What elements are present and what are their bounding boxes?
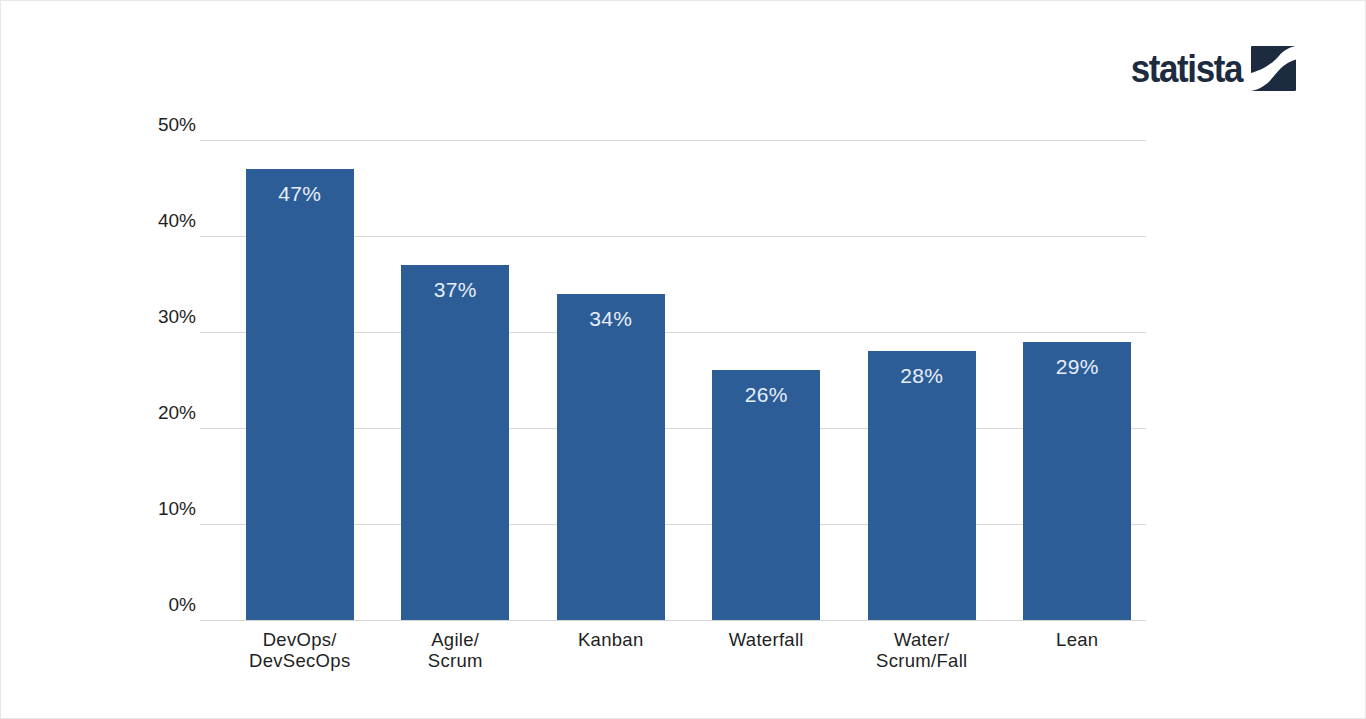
y-tick-label: 50% [110,114,196,136]
bar-lean: 29% [1023,342,1131,620]
bar-value-label: 29% [1023,355,1131,379]
y-tick-label: 10% [110,498,196,520]
bar-column: 29%Lean [1000,140,1156,620]
bar-column: 37%Agile/Scrum [378,140,534,620]
bar-value-label: 26% [712,383,820,407]
bar-value-label: 47% [246,182,354,206]
bar-value-label: 28% [868,364,976,388]
bar-value-label: 34% [557,307,665,331]
y-tick-label: 0% [110,594,196,616]
statista-logo: statista [1121,46,1296,91]
statista-logo-icon [1251,46,1296,91]
y-tick-label: 40% [110,210,196,232]
bar-column: 34%Kanban [533,140,689,620]
bar-devops-devsecops: 47% [246,169,354,620]
x-axis-label: Water/Scrum/Fall [837,629,1007,671]
bar-kanban: 34% [557,294,665,620]
bars: 47%DevOps/DevSecOps37%Agile/Scrum34%Kanb… [222,140,1155,620]
bar-column: 26%Waterfall [689,140,845,620]
x-axis-label: Waterfall [681,629,851,650]
statista-wordmark: statista [1131,50,1242,88]
plot-area: 47%DevOps/DevSecOps37%Agile/Scrum34%Kanb… [200,140,1146,620]
x-axis-label: Agile/Scrum [370,629,540,671]
y-axis: 0%10%20%30%40%50% [110,140,196,620]
x-axis-label: DevOps/DevSecOps [215,629,385,671]
bar-agile-scrum: 37% [401,265,509,620]
bar-column: 47%DevOps/DevSecOps [222,140,378,620]
bar-water-scrum-fall: 28% [868,351,976,620]
y-tick-label: 30% [110,306,196,328]
bar-value-label: 37% [401,278,509,302]
bar-column: 28%Water/Scrum/Fall [844,140,1000,620]
bar-waterfall: 26% [712,370,820,620]
y-tick-label: 20% [110,402,196,424]
x-axis-label: Lean [992,629,1162,650]
x-axis-label: Kanban [526,629,696,650]
